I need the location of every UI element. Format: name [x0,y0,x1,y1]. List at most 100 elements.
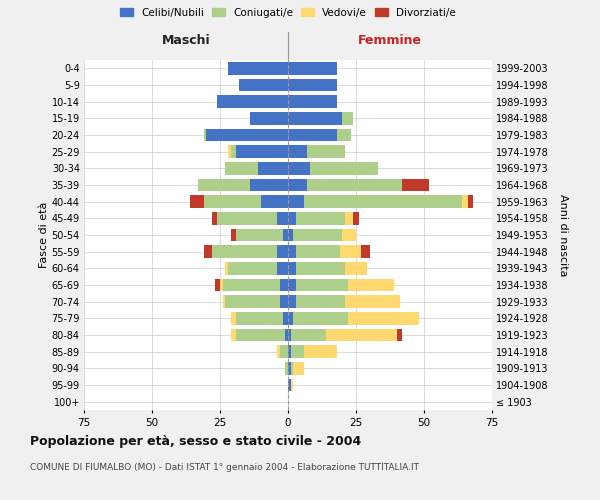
Bar [231,312,236,324]
Bar [250,112,288,124]
Text: COMUNE DI FIUMALBO (MO) - Dati ISTAT 1° gennaio 2004 - Elaborazione TUTTITALIA.I: COMUNE DI FIUMALBO (MO) - Dati ISTAT 1° … [30,462,419,471]
Bar [288,379,291,391]
Bar [304,346,337,358]
Bar [226,262,228,274]
Bar [288,62,337,74]
Bar [337,129,350,141]
Bar [215,279,220,291]
Bar [462,196,467,208]
Bar [288,146,307,158]
Bar [288,179,307,192]
Bar [348,279,394,291]
Bar [258,162,288,174]
Bar [288,162,310,174]
Bar [291,329,326,341]
Bar [285,329,288,341]
Bar [288,296,296,308]
Bar [310,162,378,174]
Bar [280,279,288,291]
Bar [217,96,288,108]
Bar [343,229,356,241]
Bar [283,229,288,241]
Bar [353,212,359,224]
Bar [223,279,280,291]
Bar [288,129,337,141]
Bar [288,229,293,241]
Bar [397,329,402,341]
Bar [291,379,293,391]
Text: Maschi: Maschi [161,34,211,46]
Bar [280,346,288,358]
Bar [307,179,402,192]
Bar [345,262,367,274]
Bar [361,246,370,258]
Bar [288,79,337,92]
Bar [212,246,277,258]
Bar [293,362,304,374]
Bar [203,129,206,141]
Bar [288,212,296,224]
Bar [226,296,280,308]
Bar [288,329,291,341]
Bar [283,312,288,324]
Bar [402,179,430,192]
Bar [223,296,226,308]
Bar [293,229,343,241]
Bar [236,146,288,158]
Bar [231,229,236,241]
Bar [288,262,296,274]
Bar [288,346,291,358]
Bar [288,246,296,258]
Bar [296,279,348,291]
Bar [343,112,353,124]
Bar [288,279,296,291]
Bar [288,196,304,208]
Bar [293,312,348,324]
Bar [277,212,288,224]
Bar [277,262,288,274]
Bar [228,262,277,274]
Text: Popolazione per età, sesso e stato civile - 2004: Popolazione per età, sesso e stato civil… [30,435,361,448]
Bar [291,346,304,358]
Bar [236,312,283,324]
Bar [288,96,337,108]
Bar [226,162,258,174]
Bar [190,196,203,208]
Bar [217,212,277,224]
Y-axis label: Anni di nascita: Anni di nascita [559,194,568,276]
Bar [288,362,291,374]
Bar [296,296,345,308]
Text: Femmine: Femmine [358,34,422,46]
Bar [231,146,236,158]
Bar [206,129,288,141]
Bar [348,312,419,324]
Bar [212,212,217,224]
Bar [203,246,212,258]
Bar [340,246,361,258]
Bar [231,329,236,341]
Y-axis label: Fasce di età: Fasce di età [38,202,49,268]
Bar [220,279,223,291]
Bar [203,196,261,208]
Bar [307,146,345,158]
Bar [291,362,293,374]
Bar [304,196,462,208]
Bar [228,62,288,74]
Bar [250,179,288,192]
Bar [198,179,250,192]
Bar [296,246,340,258]
Bar [277,346,280,358]
Bar [236,229,283,241]
Bar [467,196,473,208]
Bar [277,246,288,258]
Legend: Celibi/Nubili, Coniugati/e, Vedovi/e, Divorziati/e: Celibi/Nubili, Coniugati/e, Vedovi/e, Di… [120,8,456,18]
Bar [239,79,288,92]
Bar [345,296,400,308]
Bar [288,312,293,324]
Bar [345,212,353,224]
Bar [228,146,231,158]
Bar [296,262,345,274]
Bar [288,112,343,124]
Bar [261,196,288,208]
Bar [296,212,345,224]
